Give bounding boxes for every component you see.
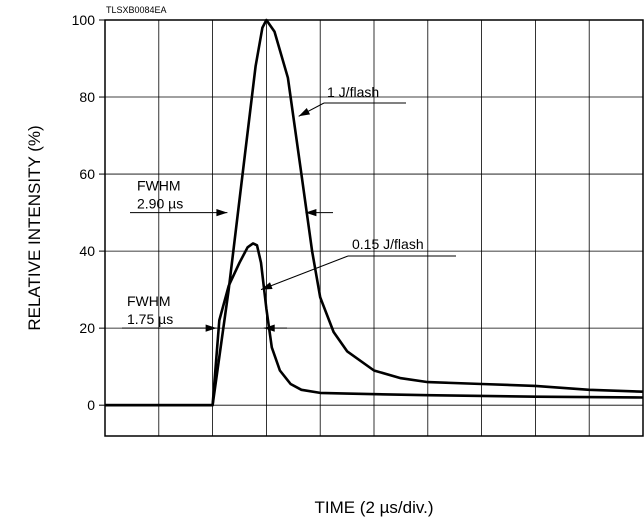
y-axis-title: RELATIVE INTENSITY (%) (25, 125, 44, 330)
plot-grid (105, 20, 643, 436)
y-tick-label: 80 (79, 89, 95, 105)
fwhm-arrow (263, 324, 275, 332)
series-label-1j: 1 J/flash (327, 84, 379, 100)
y-tick-label: 20 (79, 320, 95, 336)
y-axis-ticks: 0 20 40 60 80 100 (72, 12, 105, 413)
y-tick-label: 0 (87, 397, 95, 413)
fwhm-1j-title: FWHM (137, 178, 181, 194)
plot-frame (104, 19, 644, 437)
y-tick-label: 60 (79, 166, 95, 182)
series-label-015j: 0.15 J/flash (352, 236, 424, 252)
annotations-group: 1 J/flash 0.15 J/flash FWHM 2.90 µs FWHM 1.75… (122, 84, 456, 332)
series-group (105, 18, 644, 407)
callout-leader (260, 255, 349, 291)
callout-arrow (261, 282, 273, 290)
fwhm-arrow (305, 208, 317, 217)
fwhm-015j-title: FWHM (127, 293, 171, 309)
y-tick-label: 40 (79, 243, 95, 259)
fwhm-015j-value: 1.75 µs (127, 311, 173, 327)
fwhm-arrow (216, 208, 228, 217)
series-line (105, 242, 644, 407)
fwhm-arrow (205, 324, 217, 332)
fwhm-1j-value: 2.90 µs (137, 196, 183, 212)
figure-code: TLSXB0084EA (106, 5, 167, 15)
series-line (105, 18, 644, 407)
callout-arrow (298, 107, 311, 117)
x-axis-title: TIME (2 µs/div.) (314, 498, 433, 517)
y-tick-label: 100 (72, 12, 96, 28)
